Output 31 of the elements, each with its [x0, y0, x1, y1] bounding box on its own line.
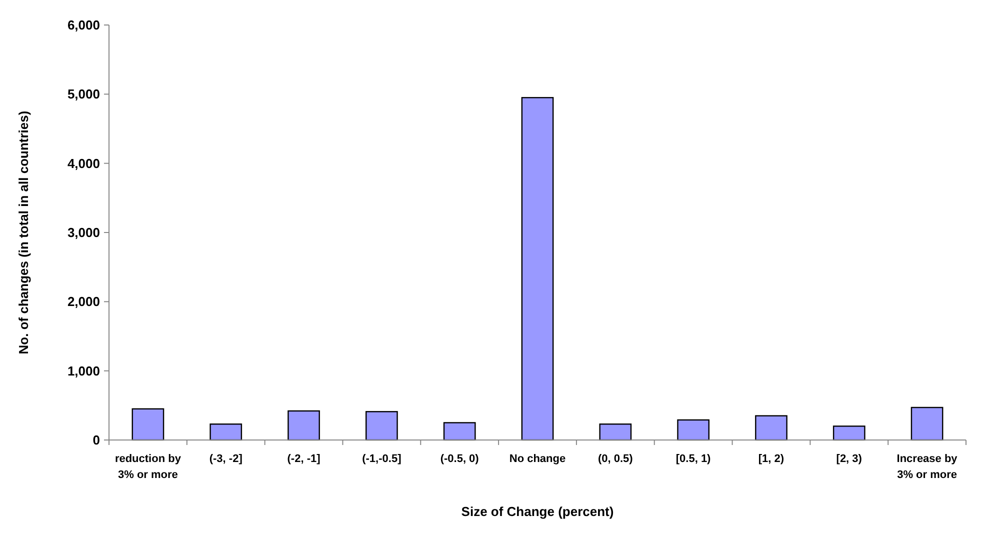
x-tick-label: No change: [509, 453, 566, 465]
x-tick-label: [2, 3): [836, 453, 862, 465]
x-tick-label: (-3, -2]: [209, 453, 243, 465]
y-tick-label: 3,000: [67, 225, 100, 240]
y-tick-label: 4,000: [67, 156, 100, 171]
bar: [832, 426, 866, 441]
bar: [521, 97, 554, 441]
y-axis-title: No. of changes (in total in all countries): [16, 110, 31, 354]
bar: [677, 419, 710, 441]
x-tick-label: reduction by 3% or more: [114, 453, 182, 481]
bar: [443, 422, 476, 441]
x-tick-label: (-0.5, 0): [440, 453, 480, 465]
y-tick-label: 5,000: [67, 86, 100, 102]
y-tick-label: 0: [92, 432, 100, 448]
bar: [288, 410, 320, 441]
bar: [910, 406, 944, 441]
bar: [755, 415, 788, 441]
bar: [210, 423, 242, 441]
x-tick-label: (0, 0.5): [598, 453, 634, 465]
bar: [132, 408, 164, 441]
x-tick-label: [1, 2): [758, 453, 784, 465]
x-axis-title: Size of Change (percent): [461, 504, 614, 519]
x-tick-label: (-1,-0.5]: [362, 453, 402, 465]
x-tick-label: [0.5, 1): [676, 453, 712, 465]
y-tick-label: 6,000: [67, 18, 100, 33]
bar: [599, 423, 632, 441]
y-tick-label: 2,000: [67, 294, 100, 310]
bar: [366, 411, 398, 441]
x-tick-label: (-2, -1]: [287, 453, 321, 465]
x-tick-label: Increase by 3% or more: [896, 453, 958, 481]
y-tick-label: 1,000: [67, 363, 100, 378]
